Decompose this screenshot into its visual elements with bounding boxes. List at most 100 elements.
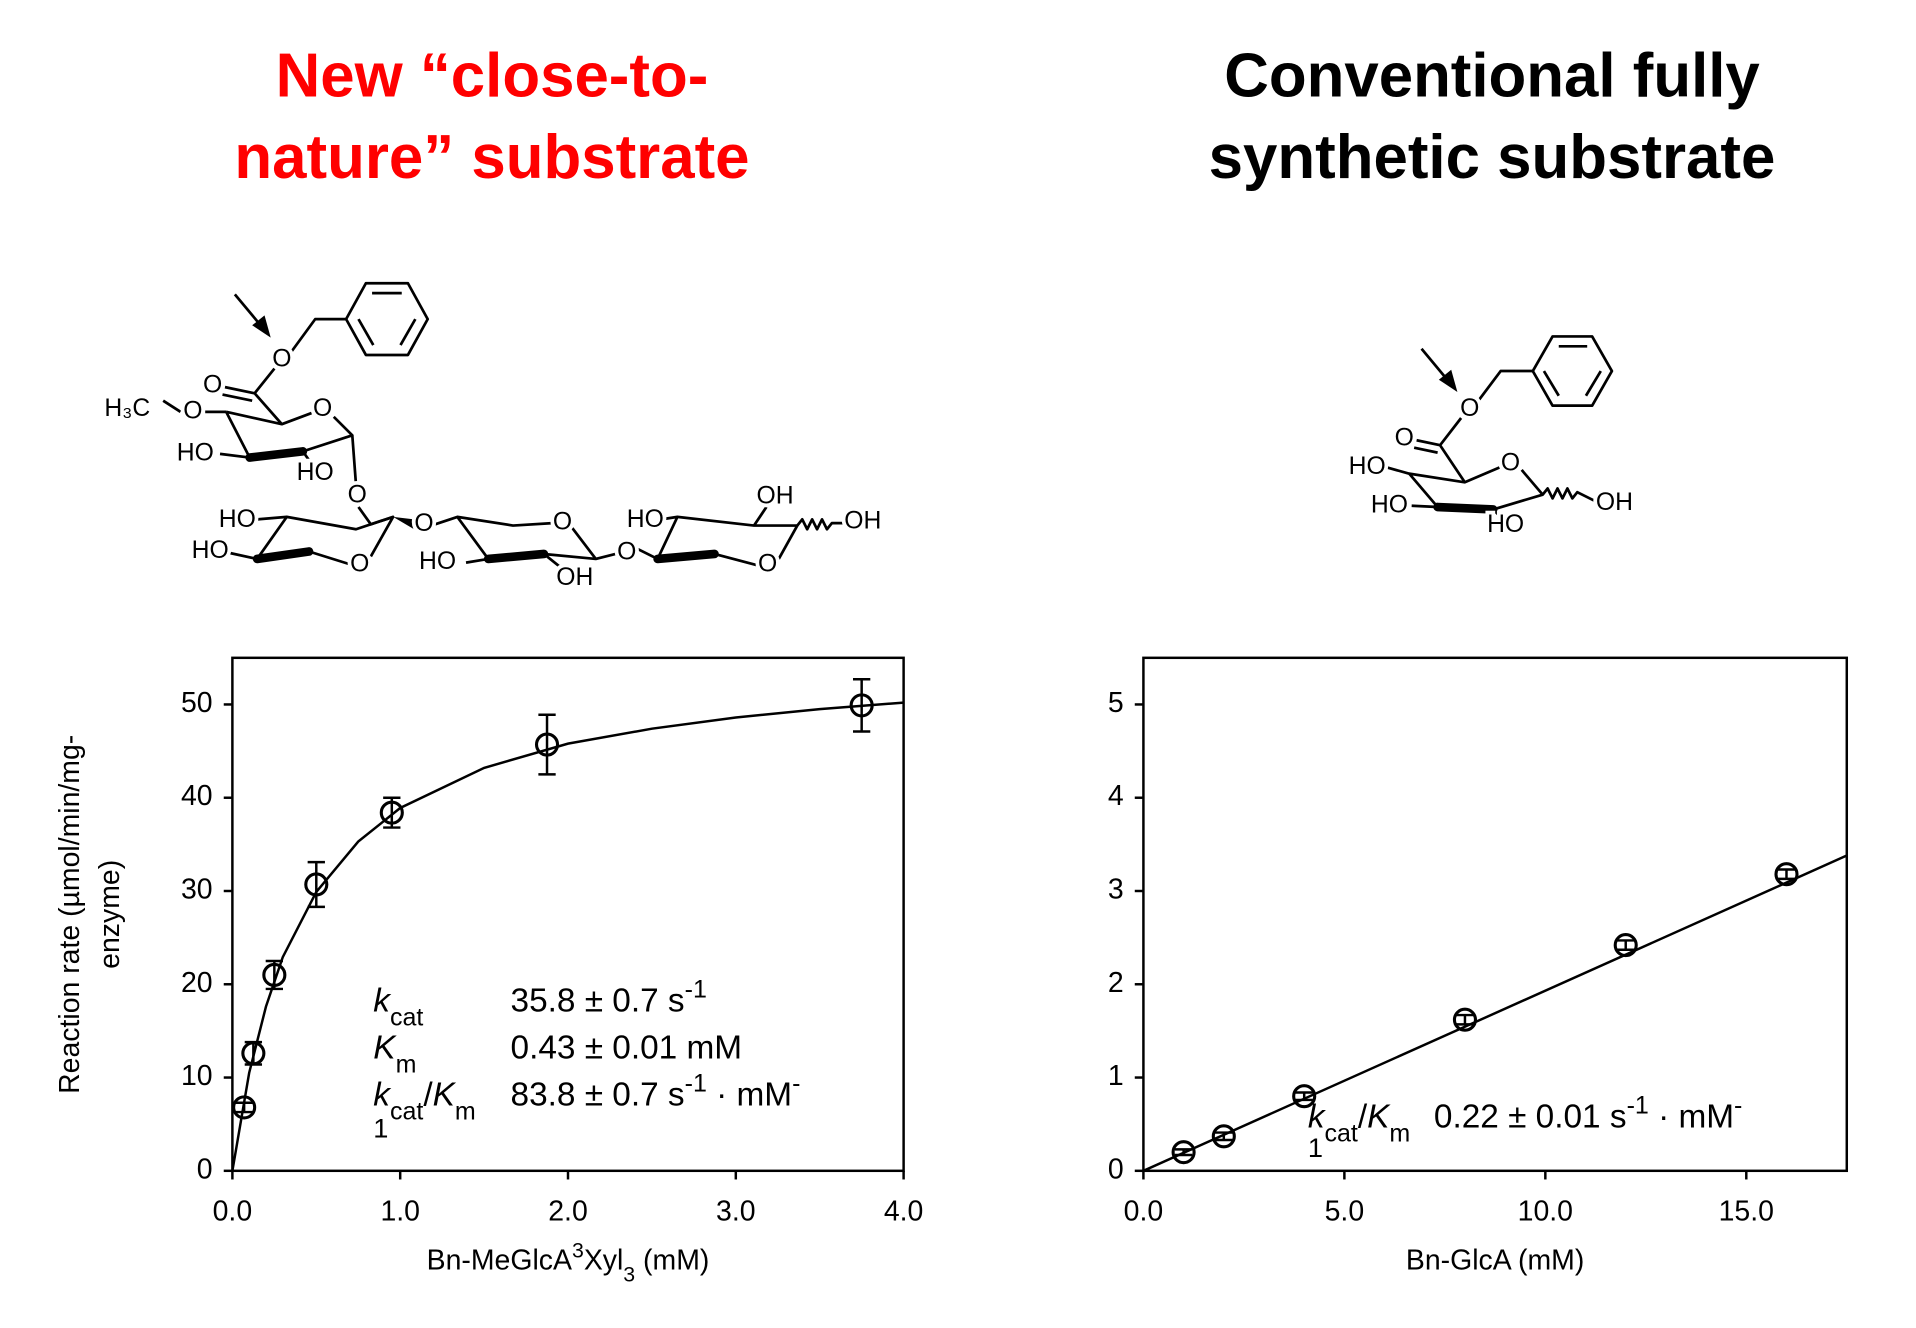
structure-bonds bbox=[1386, 335, 1614, 518]
chart-title: nature” substrate bbox=[234, 123, 749, 192]
annotation-value: 0.22 ± 0.01 s-1 · mM- bbox=[1434, 1092, 1742, 1136]
atom-label: O bbox=[203, 371, 222, 398]
text-segment: 0.43 ± 0.01 mM bbox=[511, 1029, 743, 1066]
text-segment: cat bbox=[1325, 1120, 1358, 1148]
atom-label: HO bbox=[297, 459, 334, 486]
atom-label: O bbox=[553, 509, 572, 536]
atom-label: HO bbox=[627, 506, 664, 533]
text-segment: / bbox=[1358, 1099, 1368, 1136]
data-point bbox=[304, 872, 329, 897]
atom-label: O bbox=[1501, 449, 1520, 476]
data-point bbox=[232, 1095, 257, 1120]
x-tick-label: 2.0 bbox=[548, 1195, 588, 1227]
annotation-label: 1 bbox=[373, 1112, 388, 1143]
y-tick-label: 0 bbox=[197, 1153, 213, 1185]
text-segment: 1 bbox=[373, 1112, 388, 1143]
x-tick-label: 5.0 bbox=[1325, 1195, 1365, 1227]
atom-label: O bbox=[1460, 395, 1479, 422]
atom-label: O bbox=[350, 551, 369, 578]
text-segment: -1 bbox=[685, 1069, 707, 1097]
text-segment: K bbox=[1367, 1099, 1391, 1136]
text-segment: 35.8 ± 0.7 s bbox=[511, 982, 685, 1019]
text-segment: 3 bbox=[623, 1263, 635, 1287]
text-segment: -1 bbox=[685, 975, 707, 1003]
text-segment: cat bbox=[390, 1097, 423, 1125]
annotation-label: Km bbox=[373, 1029, 416, 1078]
atom-label: OH bbox=[757, 483, 794, 510]
y-tick-label: 50 bbox=[181, 687, 213, 719]
annotation-value: 0.43 ± 0.01 mM bbox=[511, 1029, 743, 1066]
y-tick-label: 3 bbox=[1108, 874, 1124, 906]
atom-label: OH bbox=[1596, 489, 1633, 516]
atom-label: O bbox=[183, 397, 202, 424]
text-segment: cat bbox=[390, 1003, 423, 1031]
x-axis-label: Bn-MeGlcA3Xyl3 (mM) bbox=[427, 1239, 710, 1287]
x-tick-label: 4.0 bbox=[884, 1195, 924, 1227]
text-segment: 1 bbox=[1308, 1132, 1323, 1163]
text-segment: 0.22 ± 0.01 s bbox=[1434, 1099, 1627, 1136]
text-segment: m bbox=[396, 1050, 417, 1078]
error-bar bbox=[307, 860, 325, 909]
text-segment: k bbox=[373, 1076, 392, 1113]
text-segment: · mM bbox=[707, 1076, 792, 1113]
error-bar bbox=[853, 678, 871, 733]
y-axis-label: Reaction rate (µmol/min/mg- bbox=[54, 735, 86, 1094]
error-bar bbox=[1295, 1091, 1313, 1102]
data-point bbox=[241, 1041, 266, 1066]
text-segment: - bbox=[1734, 1092, 1742, 1120]
y-tick-label: 2 bbox=[1108, 967, 1124, 999]
annotation-value: 35.8 ± 0.7 s-1 bbox=[511, 975, 707, 1019]
plot-frame bbox=[1142, 656, 1849, 1173]
text-segment: 3 bbox=[572, 1239, 584, 1263]
text-segment: k bbox=[1308, 1099, 1327, 1136]
data-point bbox=[262, 962, 287, 987]
annotation-label: kcat bbox=[373, 982, 423, 1031]
text-segment: Bn-GlcA (mM) bbox=[1406, 1245, 1584, 1277]
text-segment: · mM bbox=[1649, 1099, 1734, 1136]
error-bar bbox=[1174, 1148, 1193, 1157]
atom-label: O bbox=[758, 551, 777, 578]
data-point bbox=[849, 693, 874, 718]
y-tick-label: 1 bbox=[1108, 1060, 1124, 1092]
chart-title: synthetic substrate bbox=[1209, 123, 1776, 192]
error-bar bbox=[538, 713, 556, 776]
data-point bbox=[1452, 1007, 1478, 1032]
data-point bbox=[1292, 1084, 1317, 1109]
annotation-label: kcat/Km bbox=[1308, 1099, 1410, 1148]
atom-label: O bbox=[414, 510, 433, 537]
y-tick-label: 30 bbox=[181, 874, 213, 906]
error-bar bbox=[1456, 1013, 1474, 1026]
y-tick-label: 4 bbox=[1108, 780, 1124, 812]
x-tick-label: 0.0 bbox=[1124, 1195, 1164, 1227]
atom-label: O bbox=[313, 395, 332, 422]
text-segment: 83.8 ± 0.7 s bbox=[511, 1076, 685, 1113]
text-segment: / bbox=[423, 1076, 433, 1113]
y-tick-label: 10 bbox=[181, 1060, 213, 1092]
text-segment: K bbox=[433, 1076, 457, 1113]
text-segment: -1 bbox=[1627, 1092, 1649, 1120]
x-tick-label: 15.0 bbox=[1719, 1195, 1774, 1227]
atom-label: O bbox=[617, 538, 636, 565]
data-point bbox=[534, 732, 560, 757]
chart-title: Conventional fully bbox=[1224, 42, 1760, 111]
annotation-label: 1 bbox=[1308, 1132, 1323, 1163]
atom-label: HO bbox=[219, 506, 256, 533]
y-tick-label: 20 bbox=[181, 967, 213, 999]
x-axis-label: Bn-GlcA (mM) bbox=[1406, 1245, 1584, 1277]
data-point bbox=[1211, 1124, 1236, 1149]
text-segment: (mM) bbox=[635, 1245, 709, 1277]
atom-label: HO bbox=[419, 548, 456, 575]
data-point bbox=[379, 800, 404, 825]
x-tick-label: 10.0 bbox=[1518, 1195, 1573, 1227]
error-bar bbox=[1777, 868, 1796, 881]
atom-label: OH bbox=[844, 507, 881, 534]
data-point bbox=[1774, 862, 1799, 887]
text-segment: m bbox=[455, 1097, 476, 1125]
data-point bbox=[1171, 1140, 1196, 1165]
atom-label: O bbox=[272, 345, 291, 372]
x-tick-label: 1.0 bbox=[380, 1195, 420, 1227]
y-axis-label: enzyme) bbox=[94, 860, 126, 969]
text-segment: Xyl bbox=[584, 1245, 623, 1277]
atom-label: HO bbox=[192, 537, 229, 564]
